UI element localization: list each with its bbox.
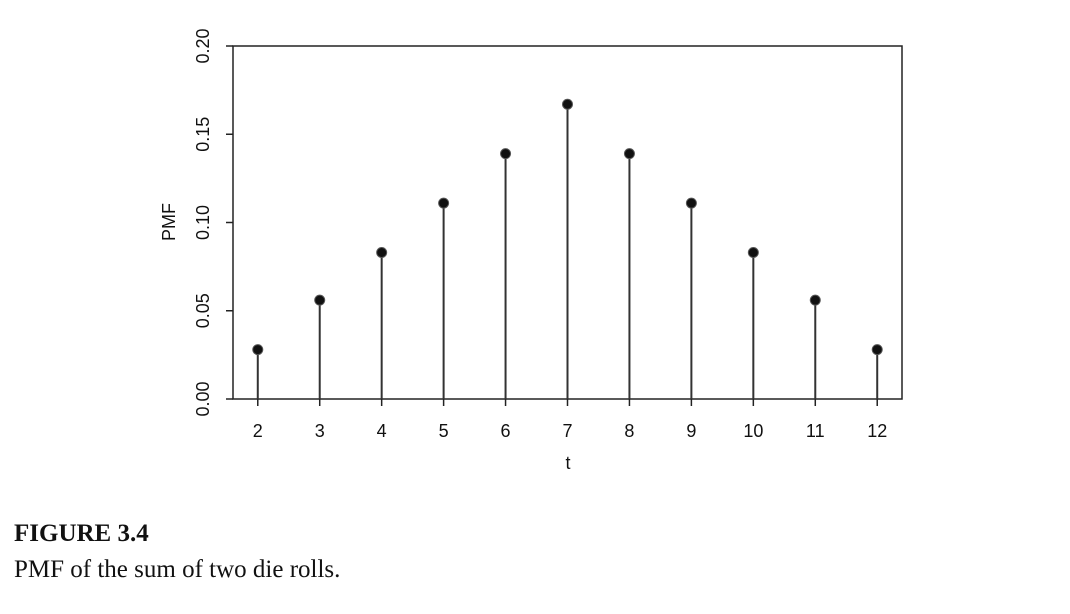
x-tick-label: 9 <box>686 421 696 441</box>
figure-caption: PMF of the sum of two die rolls. <box>14 556 340 583</box>
x-tick-label: 7 <box>562 421 572 441</box>
figure-label: FIGURE 3.4 <box>14 520 149 547</box>
point <box>685 197 697 209</box>
x-tick-label: 12 <box>867 421 887 441</box>
x-axis-label: t <box>565 453 570 473</box>
y-tick-label: 0.15 <box>193 117 213 152</box>
point <box>562 98 573 110</box>
point <box>252 344 264 356</box>
y-tick-label: 0.20 <box>193 28 213 63</box>
x-tick-label: 10 <box>743 421 763 441</box>
point <box>747 247 759 259</box>
y-tick-label: 0.05 <box>193 293 213 328</box>
x-tick-label: 2 <box>253 421 263 441</box>
x-tick-label: 3 <box>315 421 325 441</box>
y-tick-label: 0.00 <box>193 381 213 416</box>
x-tick-label: 11 <box>806 421 825 441</box>
point <box>871 344 883 356</box>
point <box>438 197 450 209</box>
point <box>376 247 388 259</box>
x-tick-label: 4 <box>377 421 387 441</box>
point <box>623 148 635 160</box>
x-tick-label: 8 <box>624 421 634 441</box>
x-tick-label: 6 <box>501 421 511 441</box>
point <box>809 294 821 306</box>
point <box>314 294 326 306</box>
y-axis-label: PMF <box>159 203 179 241</box>
point <box>500 148 512 160</box>
x-tick-label: 5 <box>439 421 449 441</box>
y-tick-label: 0.10 <box>193 205 213 240</box>
